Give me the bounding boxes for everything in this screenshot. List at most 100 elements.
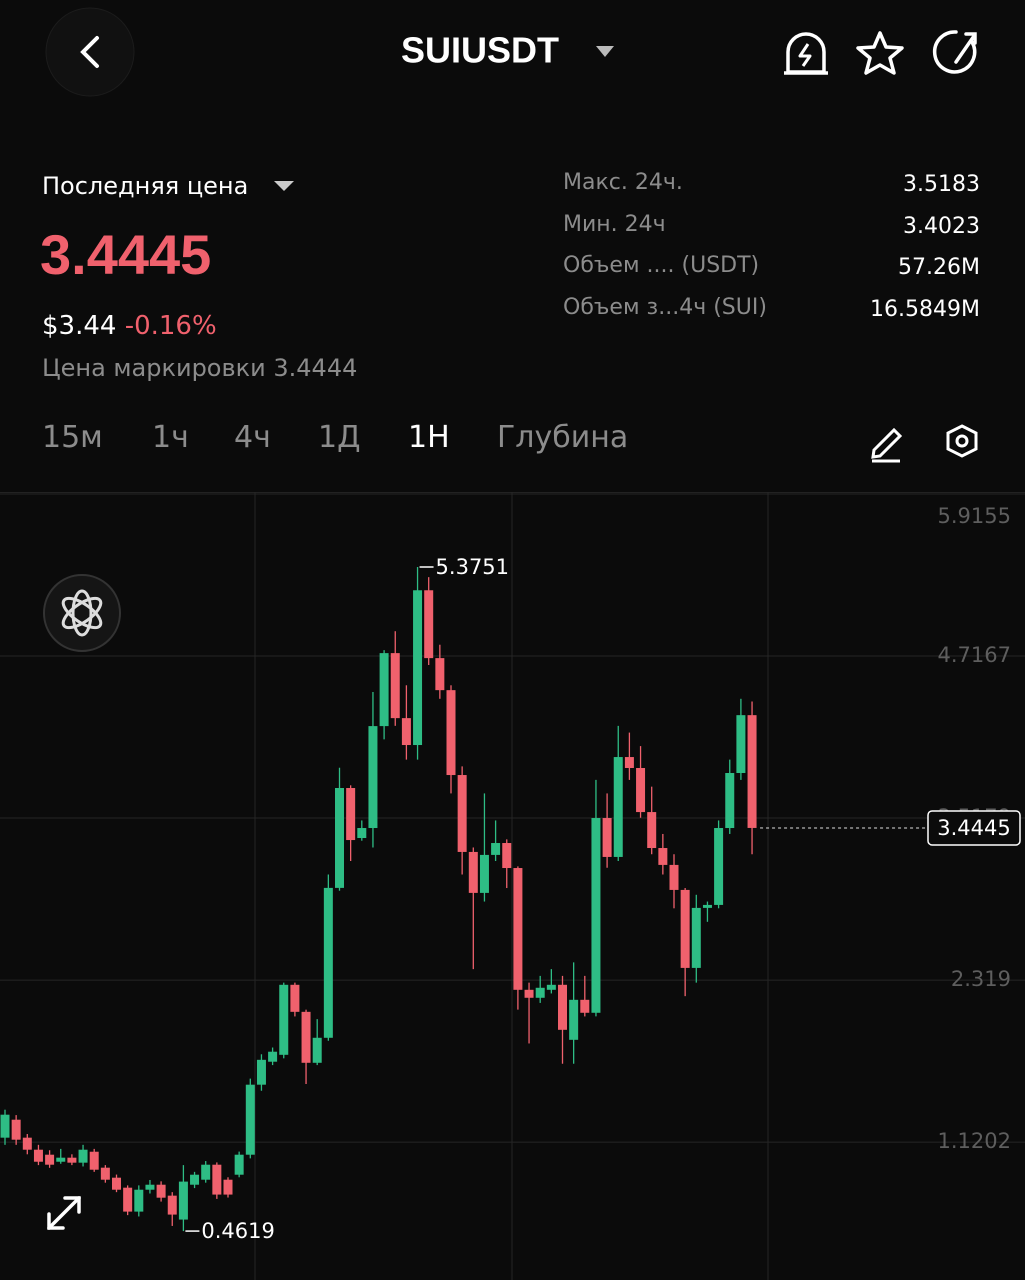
draw-icon[interactable] bbox=[871, 427, 903, 463]
candle-body bbox=[134, 1189, 144, 1212]
interval-tab[interactable]: 1ч bbox=[152, 420, 189, 455]
alert-icon[interactable] bbox=[784, 32, 828, 75]
candle-body bbox=[368, 726, 378, 829]
candle-body bbox=[112, 1177, 121, 1190]
candle-body bbox=[67, 1157, 77, 1163]
candle-body bbox=[245, 1084, 255, 1155]
candle-body bbox=[357, 828, 367, 839]
favorite-icon[interactable] bbox=[856, 31, 904, 75]
candle-body bbox=[290, 984, 300, 1012]
candle-body bbox=[201, 1164, 211, 1180]
candle-body bbox=[569, 999, 579, 1040]
interval-tab[interactable]: 1Д bbox=[318, 420, 361, 455]
candle-body bbox=[624, 757, 634, 769]
y-tick-label: 1.1202 bbox=[938, 1129, 1011, 1153]
candle-body bbox=[457, 775, 467, 852]
stat-label: Объем .... (USDT) bbox=[563, 253, 760, 278]
stat-value: 3.5183 bbox=[903, 172, 980, 197]
candle-body bbox=[702, 904, 712, 908]
min-label: 0.4619 bbox=[201, 1219, 274, 1243]
candle-body bbox=[613, 757, 623, 857]
candle-body bbox=[178, 1181, 188, 1220]
candle-body bbox=[22, 1137, 32, 1150]
candle-body bbox=[301, 1011, 311, 1063]
stat-value: 57.26M bbox=[898, 255, 980, 280]
candle-body bbox=[56, 1157, 66, 1162]
candle-body bbox=[256, 1059, 266, 1085]
candle-body bbox=[714, 828, 724, 905]
candle-body bbox=[0, 1114, 10, 1138]
stat-value: 3.4023 bbox=[903, 213, 980, 239]
candle-body bbox=[580, 999, 590, 1013]
candle-body bbox=[379, 653, 389, 727]
candle-body bbox=[424, 590, 434, 659]
chart-tools bbox=[871, 424, 978, 463]
candle-body bbox=[524, 989, 534, 998]
stat-value: 16.5849M bbox=[870, 296, 980, 322]
candle-body bbox=[234, 1154, 244, 1175]
candle-body bbox=[479, 854, 489, 893]
candle-body bbox=[223, 1179, 233, 1195]
candle-body bbox=[691, 907, 701, 968]
candle-body bbox=[401, 718, 411, 746]
top-bar: SUIUSDT bbox=[45, 7, 977, 97]
max-label: 5.3751 bbox=[436, 555, 509, 579]
candle-body bbox=[346, 788, 356, 841]
back-button[interactable] bbox=[45, 7, 135, 97]
candle-body bbox=[546, 984, 556, 990]
interval-tab[interactable]: 1Н bbox=[408, 420, 450, 455]
candle-body bbox=[78, 1149, 88, 1163]
candle-body bbox=[636, 768, 646, 813]
settings-icon[interactable] bbox=[946, 424, 978, 458]
candle-body bbox=[747, 715, 757, 828]
candle-body bbox=[279, 984, 289, 1055]
candle-body bbox=[89, 1151, 99, 1170]
symbol-dropdown[interactable] bbox=[596, 46, 614, 57]
candle-body bbox=[335, 788, 344, 888]
stat-label: Мин. 24ч bbox=[563, 211, 666, 237]
candle-body bbox=[390, 653, 400, 719]
chart: 5.91554.71673.51792.3191.12025.37510.461… bbox=[0, 492, 1025, 1280]
interval-tab[interactable]: 4ч bbox=[234, 420, 271, 455]
candle-body bbox=[312, 1037, 322, 1063]
interval-tab[interactable]: 15м bbox=[42, 420, 103, 455]
mark-price-line: Цена маркировки 3.4444 bbox=[42, 354, 357, 382]
candle-body bbox=[513, 868, 523, 990]
y-tick-label: 5.9155 bbox=[938, 504, 1011, 528]
candle-body bbox=[190, 1174, 200, 1185]
stat-label: Объем з...4ч (SUI) bbox=[563, 294, 767, 320]
interval-tab[interactable]: Глубина bbox=[497, 420, 629, 455]
y-tick-label: 4.7167 bbox=[938, 643, 1011, 667]
candle-body bbox=[123, 1187, 133, 1212]
last-price-label[interactable]: Последняя цена bbox=[42, 172, 249, 200]
last-price-dropdown[interactable] bbox=[272, 178, 296, 194]
candle-body bbox=[602, 818, 612, 857]
candle-body bbox=[11, 1119, 21, 1140]
last-price-box bbox=[927, 810, 1021, 846]
share-icon[interactable] bbox=[932, 30, 977, 74]
symbol[interactable]: SUIUSDT bbox=[401, 30, 559, 71]
candle-body bbox=[323, 887, 333, 1038]
last-price: 3.4445 bbox=[40, 223, 212, 286]
candle-body bbox=[558, 984, 567, 1030]
candle-body bbox=[100, 1167, 110, 1180]
ai-button[interactable] bbox=[43, 574, 121, 652]
candle-body bbox=[156, 1184, 166, 1198]
stat-label: Макс. 24ч. bbox=[563, 170, 683, 195]
candle-body bbox=[212, 1164, 222, 1195]
candle-body bbox=[435, 658, 445, 691]
candle-body bbox=[591, 818, 601, 1013]
mark-price-label: Цена маркировки bbox=[42, 354, 266, 382]
candle-body bbox=[446, 690, 456, 776]
candle-body bbox=[413, 590, 423, 746]
mark-price: 3.4444 bbox=[273, 354, 358, 382]
fullscreen-button[interactable] bbox=[47, 1196, 81, 1230]
candle-body bbox=[535, 987, 545, 998]
candle-body bbox=[468, 851, 478, 893]
candle-body bbox=[491, 843, 501, 855]
candle-body bbox=[167, 1195, 177, 1215]
usd-price: $3.44 bbox=[42, 311, 117, 341]
candle-body bbox=[669, 864, 679, 890]
candle-body bbox=[502, 843, 512, 869]
